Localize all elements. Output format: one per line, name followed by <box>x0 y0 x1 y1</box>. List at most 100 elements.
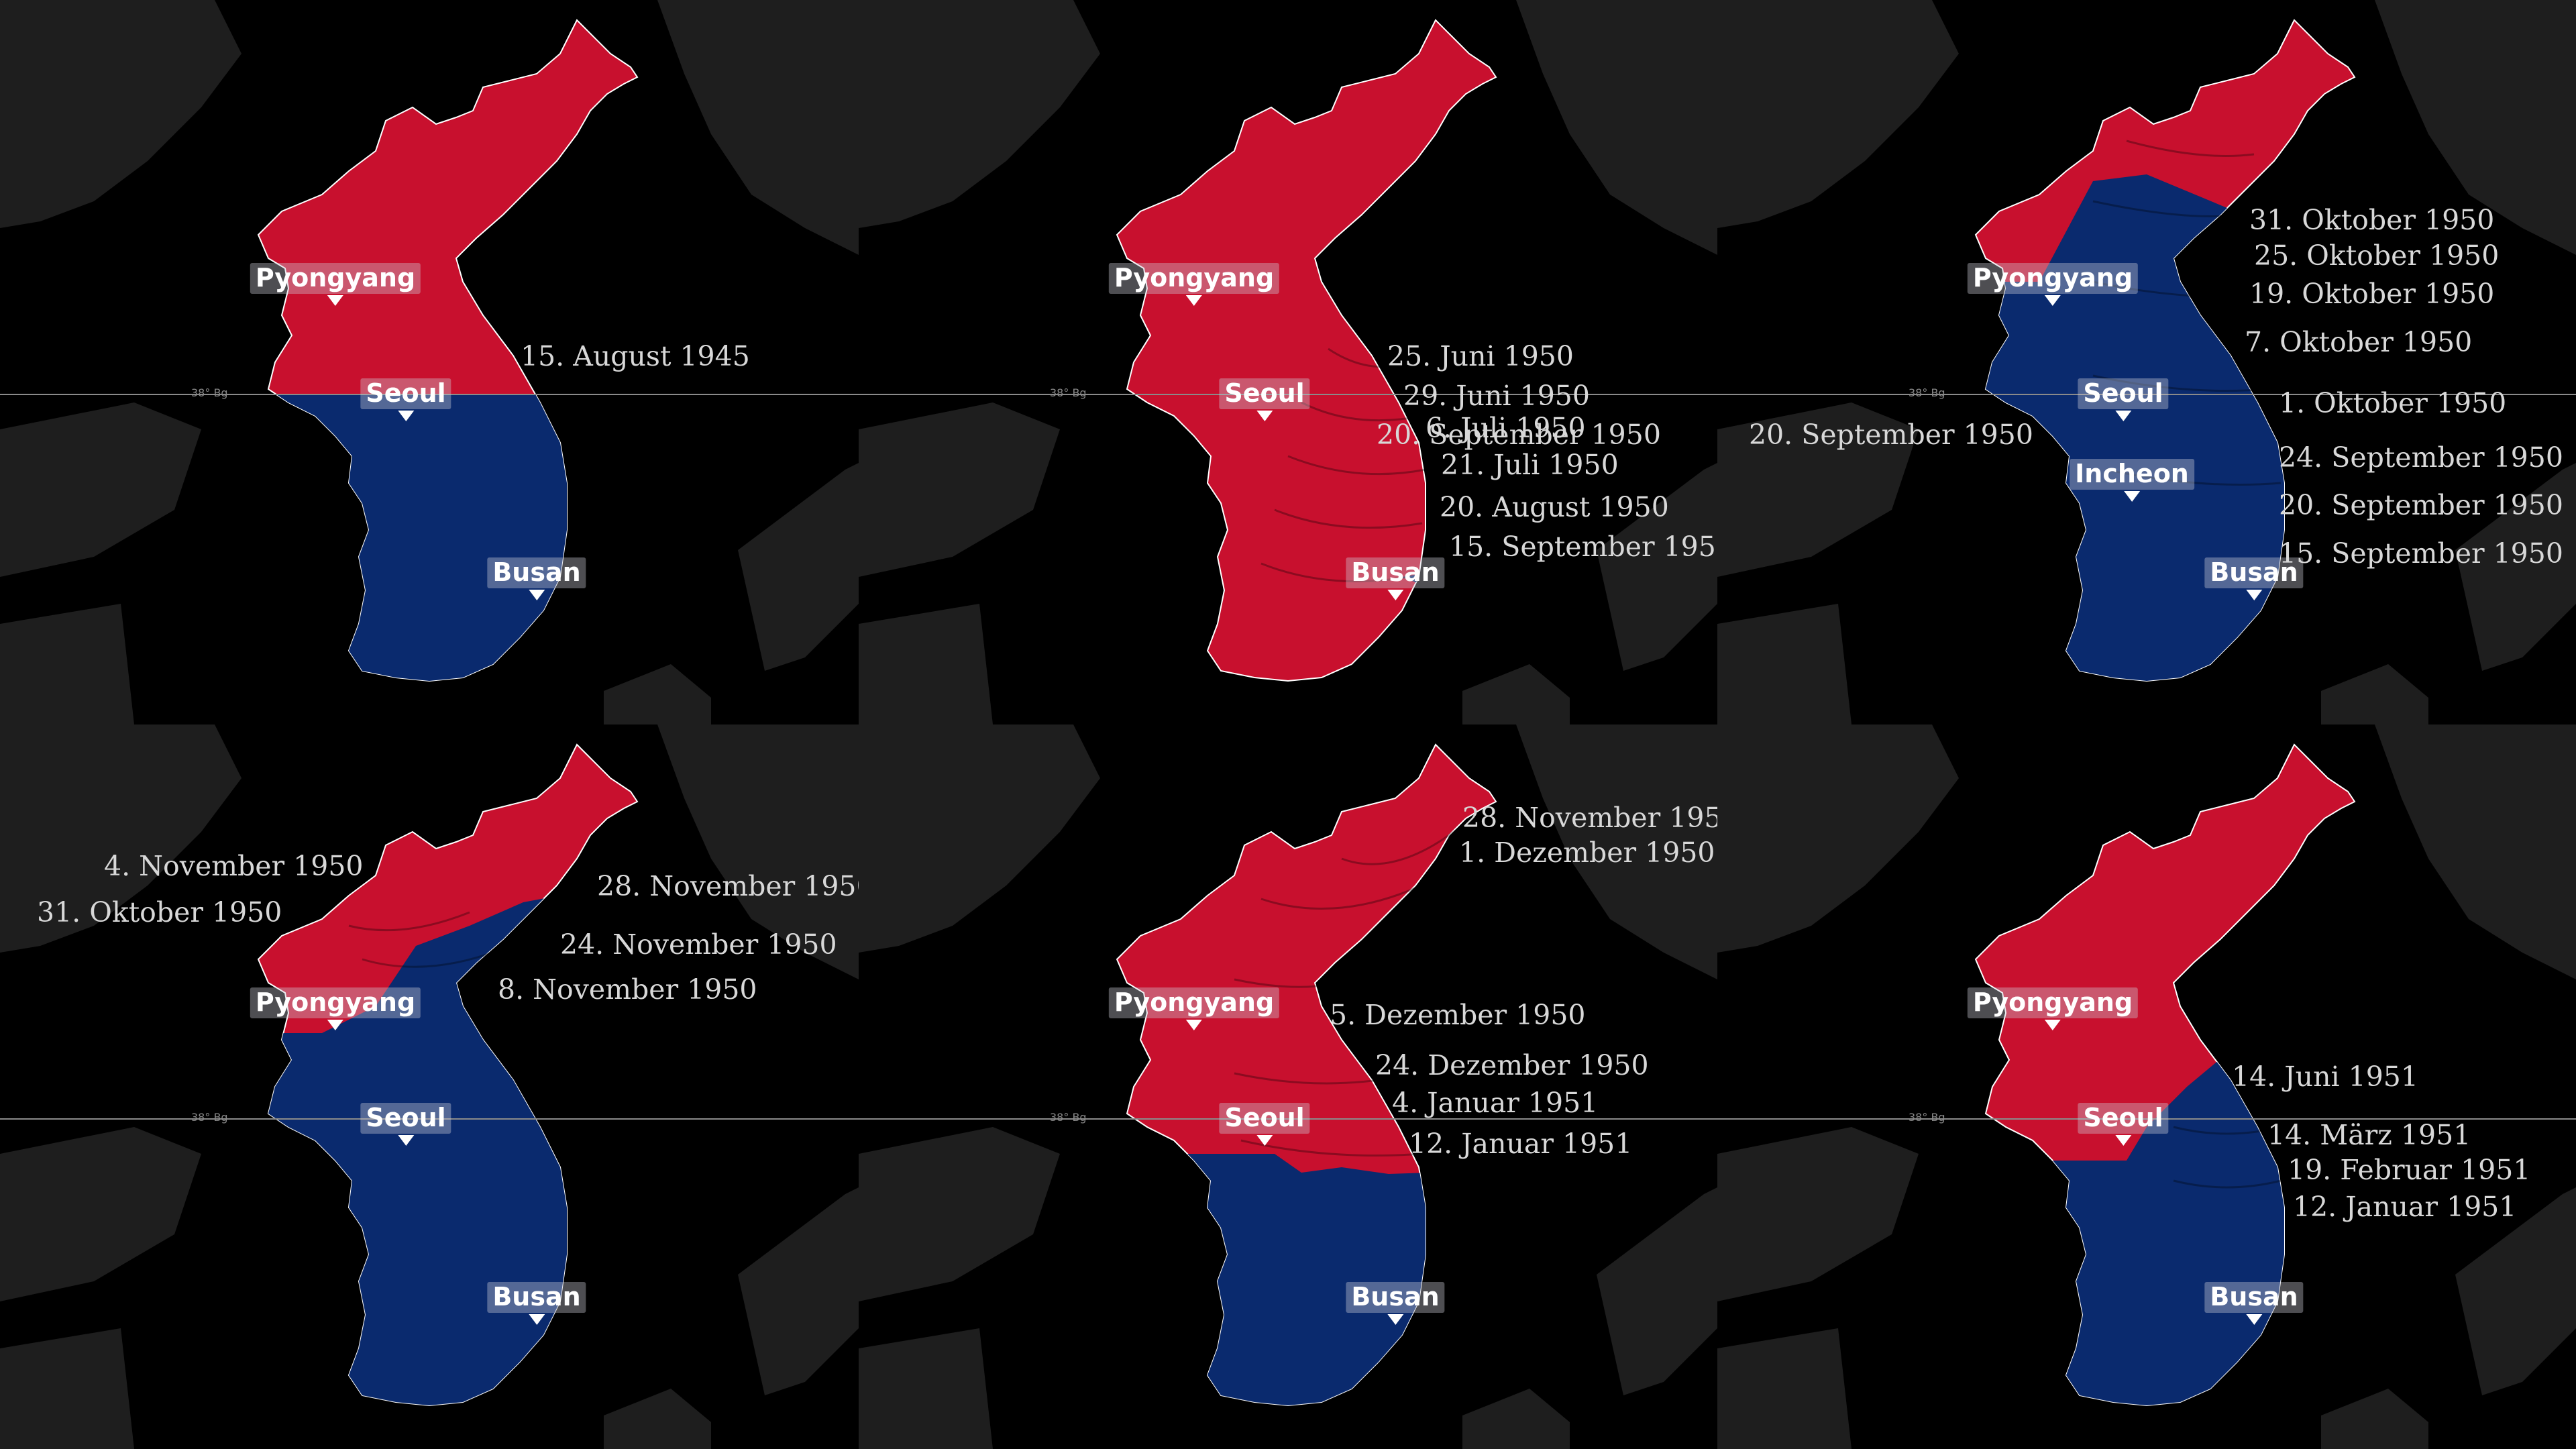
front-date-label: 19. Februar 1951 <box>2288 1154 2531 1186</box>
city-pin-icon <box>2246 1313 2262 1325</box>
front-date-label: 14. Juni 1951 <box>2232 1061 2418 1093</box>
front-line <box>1260 562 1409 583</box>
background-landmass <box>859 604 993 724</box>
front-line <box>2173 1126 2282 1135</box>
city-marker-pyongyang: Pyongyang <box>1967 987 2139 1030</box>
front-line <box>1260 877 1436 910</box>
parallel-label: 38° Bg <box>1909 386 1945 399</box>
front-date-label: 24. Dezember 1950 <box>1375 1049 1649 1081</box>
background-landmass <box>2321 664 2428 724</box>
front-date-label: 5. Dezember 1950 <box>1330 999 1586 1031</box>
front-line <box>2092 280 2268 298</box>
front-line <box>2126 140 2255 157</box>
city-name: Seoul <box>2078 378 2169 409</box>
background-landmass <box>859 724 1100 953</box>
background-landmass <box>738 463 859 671</box>
background-landmass <box>1597 1187 1717 1395</box>
south-controlled-area <box>258 394 637 681</box>
front-date-label: 28. November 1950 <box>597 870 859 902</box>
background-landmass <box>1717 1328 1851 1449</box>
background-landmass <box>1717 604 1851 724</box>
city-name: Incheon <box>2070 459 2194 490</box>
background-landmass <box>0 1328 134 1449</box>
front-date-label: 28. November 1950 <box>1462 802 1717 834</box>
front-date-label: 31. Oktober 1950 <box>37 896 282 928</box>
front-date-label: 1. Oktober 1950 <box>2279 387 2507 419</box>
front-line <box>1301 401 1423 422</box>
parallel-label: 38° Bg <box>191 386 228 399</box>
parallel-label: 38° Bg <box>191 1111 228 1124</box>
city-name: Busan <box>1346 557 1445 588</box>
background-landmass <box>0 0 241 228</box>
city-marker-pyongyang: Pyongyang <box>1108 987 1280 1030</box>
background-landmass <box>657 724 859 979</box>
parallel-label: 38° Bg <box>1050 1111 1087 1124</box>
front-date-label: 1. Dezember 1950 <box>1459 837 1715 869</box>
background-landmass <box>1516 0 1717 255</box>
city-marker-busan: Busan <box>1346 1282 1445 1325</box>
background-landmass <box>1717 0 1959 228</box>
city-marker-seoul: Seoul <box>2078 1103 2169 1146</box>
background-landmass <box>604 664 711 724</box>
front-date-label: 4. November 1950 <box>104 850 364 882</box>
front-date-label: 15. August 1945 <box>521 340 750 372</box>
front-date-label: 21. Juli 1950 <box>1441 449 1619 481</box>
front-line <box>1274 508 1423 529</box>
front-date-label: 25. Juni 1950 <box>1387 340 1574 372</box>
city-name: Pyongyang <box>1967 263 2139 294</box>
map-svg <box>0 0 859 724</box>
city-name: Busan <box>1346 1282 1445 1313</box>
map-panel-p3: 38° Bg Pyongyang Seoul Busan Incheon 31. Okto… <box>1717 0 2576 724</box>
city-name: Seoul <box>2078 1103 2169 1134</box>
front-line <box>1328 347 1409 368</box>
city-pin-icon <box>327 1019 343 1030</box>
city-pin-icon <box>1387 1313 1403 1325</box>
city-pin-icon <box>2123 490 2140 502</box>
map-svg <box>0 724 859 1449</box>
city-marker-busan: Busan <box>2204 1282 2304 1325</box>
background-landmass <box>1717 402 1919 577</box>
front-date-label: 31. Oktober 1950 <box>2249 204 2495 236</box>
parallel-label: 38° Bg <box>1909 1111 1945 1124</box>
city-name: Busan <box>487 1282 586 1313</box>
city-marker-pyongyang: Pyongyang <box>1967 263 2139 306</box>
background-landmass <box>1462 1389 1570 1449</box>
map-panel-p1: 38° Bg Pyongyang Seoul Busan 15. August 1945 <box>0 0 859 724</box>
city-marker-seoul: Seoul <box>360 1103 451 1146</box>
background-landmass <box>2455 463 2576 671</box>
front-line <box>1341 824 1463 865</box>
city-pin-icon <box>327 294 343 306</box>
front-line <box>2092 200 2241 217</box>
front-date-label: 29. Juni 1950 <box>1403 380 1590 412</box>
front-date-label: 20. September 1950 <box>2279 489 2563 521</box>
front-line <box>2106 468 2282 486</box>
city-marker-busan: Busan <box>487 557 586 600</box>
city-name: Busan <box>487 557 586 588</box>
city-name: Seoul <box>360 1103 451 1134</box>
background-landmass <box>859 402 1060 577</box>
map-panel-p5: 38° Bg Pyongyang Seoul Busan 28. November 19… <box>859 724 1717 1449</box>
city-pin-icon <box>1185 1019 1202 1030</box>
background-landmass <box>1516 724 1717 979</box>
city-name: Busan <box>2204 557 2304 588</box>
front-date-label: 6. Juli 1950 <box>1426 412 1586 444</box>
map-svg <box>1717 0 2576 724</box>
city-marker-busan: Busan <box>2204 557 2304 600</box>
city-name: Pyongyang <box>1108 263 1280 294</box>
background-landmass <box>859 1328 993 1449</box>
front-date-label: 24. November 1950 <box>560 928 837 961</box>
front-date-label: 20. September 1950 <box>1377 419 1661 451</box>
front-date-label: 20. August 1950 <box>1440 491 1669 523</box>
south-controlled-area <box>1117 1154 1496 1405</box>
map-svg <box>859 0 1717 724</box>
background-landmass <box>1597 463 1717 671</box>
background-landmass <box>738 1187 859 1395</box>
city-pin-icon <box>2114 1134 2131 1146</box>
north-controlled-area <box>1116 19 1497 682</box>
city-pin-icon <box>1185 294 1202 306</box>
city-marker-busan: Busan <box>487 1282 586 1325</box>
city-name: Pyongyang <box>1108 987 1280 1018</box>
front-line <box>2173 1179 2282 1189</box>
background-landmass <box>604 1389 711 1449</box>
